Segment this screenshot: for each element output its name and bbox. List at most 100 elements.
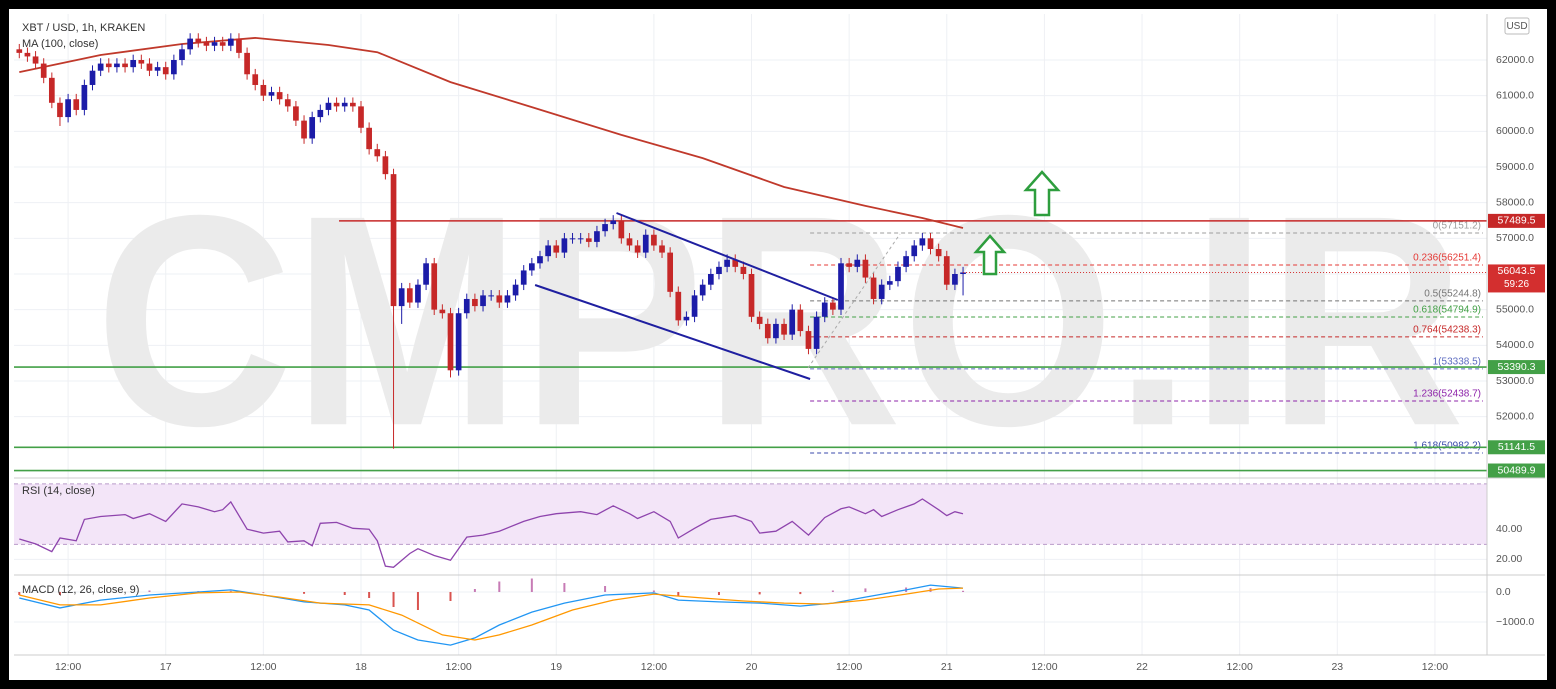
candle-body bbox=[284, 99, 291, 107]
x-tick-label: 12:00 bbox=[641, 661, 667, 673]
indicator-line bbox=[19, 584, 964, 646]
candle-body bbox=[553, 245, 560, 253]
trendline bbox=[616, 212, 839, 301]
candle-body bbox=[423, 263, 429, 285]
candle-body bbox=[179, 49, 185, 61]
candle-body bbox=[227, 38, 234, 46]
x-tick-label: 20 bbox=[746, 661, 758, 673]
macd-legend: MACD (12, 26, close, 9) bbox=[22, 584, 139, 596]
candle-body bbox=[187, 38, 193, 50]
indicator-line bbox=[19, 587, 964, 641]
currency[interactable]: USD bbox=[1506, 21, 1527, 32]
histogram-bar bbox=[563, 583, 566, 592]
candle-body bbox=[244, 52, 250, 75]
histogram-bar bbox=[392, 592, 395, 607]
candle-body bbox=[447, 313, 454, 371]
y-tick-label: −1000.0 bbox=[1496, 616, 1534, 628]
candle-body bbox=[797, 309, 804, 332]
candle-body bbox=[886, 281, 893, 285]
candle-body bbox=[626, 238, 633, 246]
level-tag bbox=[1488, 213, 1545, 228]
candle-body bbox=[130, 60, 137, 68]
candle-body bbox=[691, 295, 698, 317]
candle-body bbox=[854, 259, 861, 267]
histogram-bar bbox=[368, 592, 371, 598]
y-tick-label: 20.00 bbox=[1496, 553, 1522, 565]
candle-body bbox=[431, 263, 438, 310]
x-tick-label: 12:00 bbox=[836, 661, 862, 673]
candle-body bbox=[48, 77, 55, 103]
histogram-bar bbox=[58, 592, 61, 595]
candle-body bbox=[211, 42, 218, 46]
level-tag bbox=[1488, 463, 1545, 478]
x-tick-label: 12:00 bbox=[1422, 661, 1448, 673]
candle-body bbox=[602, 224, 608, 232]
candle-body bbox=[610, 220, 617, 225]
candle-body bbox=[114, 63, 120, 68]
fib-label: 0.618(54794.9) bbox=[1413, 305, 1481, 316]
candle-body bbox=[341, 102, 348, 107]
candle-body bbox=[773, 323, 779, 339]
candle-body bbox=[162, 67, 169, 75]
candle-body bbox=[504, 295, 511, 303]
candle-body bbox=[895, 266, 901, 282]
fib-label: 1(53338.5) bbox=[1433, 357, 1481, 368]
candle-body bbox=[203, 42, 210, 46]
candle-body bbox=[651, 234, 657, 246]
candle-body bbox=[333, 102, 340, 107]
histogram-bar bbox=[473, 589, 476, 592]
candle-body bbox=[821, 302, 828, 317]
up-arrow bbox=[973, 234, 1007, 276]
candle-body bbox=[618, 220, 625, 239]
x-tick-label: 22 bbox=[1136, 661, 1148, 673]
rsi-band bbox=[14, 483, 1487, 545]
candle-body bbox=[846, 263, 852, 267]
histogram-bar bbox=[18, 592, 21, 595]
candle-body bbox=[398, 288, 405, 307]
candle-body bbox=[57, 102, 63, 118]
fib-label: 0.764(54238.3) bbox=[1413, 324, 1481, 335]
candle-body bbox=[634, 245, 641, 253]
currency-button[interactable] bbox=[1504, 17, 1530, 35]
candle-body bbox=[838, 263, 844, 310]
histogram-bar bbox=[343, 592, 346, 595]
candle-body bbox=[382, 156, 389, 175]
candle-body bbox=[73, 99, 80, 110]
x-tick-label: 21 bbox=[941, 661, 953, 673]
candle-body bbox=[683, 316, 690, 321]
candle-body bbox=[943, 256, 950, 285]
candle-body bbox=[366, 127, 372, 150]
candle-body bbox=[805, 331, 812, 349]
level-tag bbox=[1488, 440, 1545, 455]
level-value: 50489.9 bbox=[1498, 464, 1536, 476]
histogram-bar bbox=[758, 592, 761, 595]
y-tick-label: 53000.0 bbox=[1496, 375, 1534, 387]
x-tick-label: 18 bbox=[355, 661, 367, 673]
y-tick-label: 54000.0 bbox=[1496, 339, 1534, 351]
last-price-tag bbox=[1488, 264, 1545, 293]
y-tick-label: 57000.0 bbox=[1496, 232, 1534, 244]
candle-body bbox=[154, 67, 161, 71]
histogram-bar bbox=[262, 592, 265, 593]
candle-body bbox=[878, 284, 885, 299]
x-tick-label: 12:00 bbox=[445, 661, 471, 673]
watermark: CMPRO.IR bbox=[95, 152, 1465, 488]
candle-body bbox=[903, 256, 909, 267]
candle-body bbox=[358, 106, 364, 128]
candle-body bbox=[455, 313, 462, 371]
fib-label: 0(57151.2) bbox=[1433, 221, 1481, 232]
histogram-bar bbox=[831, 590, 834, 592]
candle-body bbox=[756, 316, 763, 324]
candle-body bbox=[301, 120, 307, 139]
candle-body bbox=[675, 291, 682, 321]
level-value: 57489.5 bbox=[1498, 215, 1536, 227]
candle-body bbox=[927, 238, 934, 250]
fib-label: 0.236(56251.4) bbox=[1413, 253, 1481, 264]
candle-body bbox=[89, 70, 96, 85]
candle-body bbox=[293, 106, 299, 121]
candle-body bbox=[488, 295, 495, 297]
candle-body bbox=[252, 74, 259, 85]
candle-body bbox=[309, 117, 316, 139]
candle-body bbox=[65, 99, 71, 118]
